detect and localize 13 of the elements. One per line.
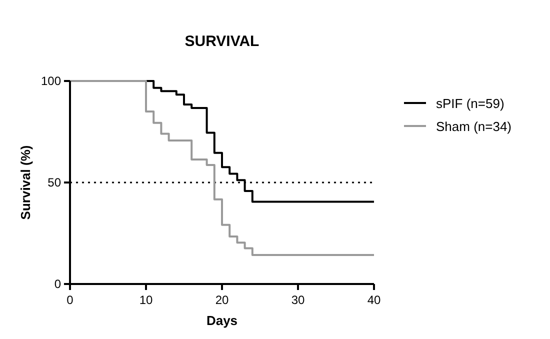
- y-tick-label: 50: [48, 176, 62, 190]
- x-tick-label: 10: [139, 293, 153, 307]
- y-tick-label: 100: [40, 74, 62, 88]
- x-tick-label: 40: [367, 293, 381, 307]
- x-tick-label: 30: [291, 293, 305, 307]
- legend-label: Sham (n=34): [436, 119, 512, 134]
- chart-title: SURVIVAL: [184, 33, 260, 50]
- y-axis-title: Survival (%): [18, 145, 33, 220]
- x-axis-title: Days: [206, 313, 238, 328]
- x-tick-label: 0: [66, 293, 74, 307]
- y-tick-label: 0: [54, 277, 62, 291]
- x-tick-label: 20: [215, 293, 229, 307]
- legend-label: sPIF (n=59): [436, 96, 504, 111]
